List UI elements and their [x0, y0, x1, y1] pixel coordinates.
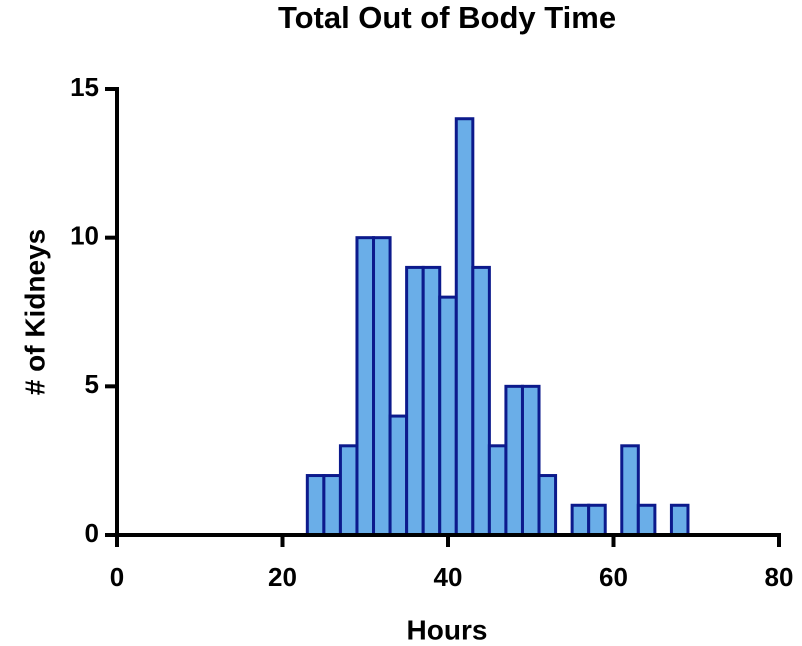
bar	[438, 295, 458, 537]
x-tick-label: 40	[434, 562, 463, 592]
bar	[587, 503, 607, 537]
bar	[537, 474, 558, 537]
y-tick-label: 5	[85, 369, 99, 399]
bar	[372, 236, 392, 537]
chart-title: Total Out of Body Time	[278, 0, 616, 35]
x-tick-label: 20	[268, 562, 297, 592]
y-tick-label: 15	[70, 72, 99, 102]
bar	[520, 384, 541, 537]
bar	[504, 384, 524, 537]
bar	[669, 503, 690, 537]
bar	[305, 474, 326, 537]
bar	[388, 414, 409, 537]
x-axis-label: Hours	[407, 614, 488, 645]
bar	[405, 265, 425, 537]
x-tick-label: 80	[765, 562, 794, 592]
bar	[487, 444, 508, 537]
bar	[454, 117, 475, 537]
bar	[421, 265, 442, 537]
bar	[322, 474, 342, 537]
x-tick-label: 60	[599, 562, 628, 592]
bar	[471, 265, 491, 537]
bar	[570, 503, 591, 537]
bar	[636, 503, 657, 537]
x-tick-label: 0	[110, 562, 124, 592]
y-axis-label: # of Kidneys	[19, 229, 50, 395]
y-tick-label: 10	[70, 221, 99, 251]
bar	[338, 444, 359, 537]
bar	[355, 236, 376, 537]
bar	[620, 444, 640, 537]
y-tick-label: 0	[85, 518, 99, 548]
